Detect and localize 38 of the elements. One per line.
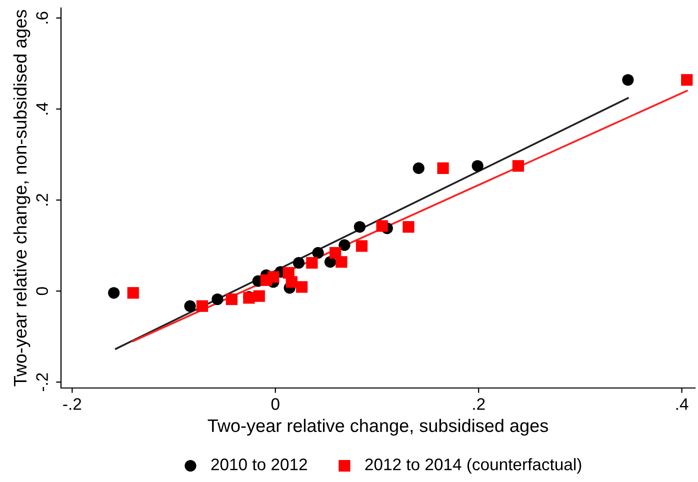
point [622, 74, 634, 86]
y-tick-label: .4 [36, 102, 48, 114]
point [412, 162, 424, 174]
x-tick-label: .2 [473, 398, 485, 410]
y-tick-label: .2 [36, 194, 48, 206]
point [472, 160, 484, 172]
point [354, 221, 366, 233]
point [127, 287, 139, 299]
point [312, 247, 324, 259]
point [512, 160, 524, 172]
point [226, 293, 238, 306]
point [108, 287, 120, 299]
point [376, 220, 388, 232]
point [336, 256, 348, 268]
point [184, 300, 196, 312]
point [253, 290, 265, 302]
x-tick-label: -.2 [63, 398, 82, 410]
point [286, 276, 298, 288]
y-tick-label: .6 [36, 12, 48, 24]
legend-label: 2012 to 2014 (counterfactual) [365, 458, 582, 474]
point [356, 240, 368, 252]
point [292, 257, 305, 269]
point [196, 300, 208, 312]
point [268, 271, 280, 283]
point [402, 221, 414, 233]
x-tick-label: 0 [271, 398, 280, 410]
point [306, 257, 318, 269]
point [212, 293, 224, 306]
y-axis-title: Two-year relative change, non-subsidised ages [13, 10, 30, 386]
point [338, 239, 350, 251]
point [296, 281, 308, 293]
y-tick-label: -.2 [36, 373, 48, 392]
y-tick-label: 0 [36, 287, 48, 296]
point [437, 162, 449, 174]
x-tick-label: .4 [676, 398, 688, 410]
x-axis-title: Two-year relative change, subsidised ages [208, 418, 548, 436]
point [681, 74, 693, 86]
legend-label: 2010 to 2012 [211, 458, 307, 470]
